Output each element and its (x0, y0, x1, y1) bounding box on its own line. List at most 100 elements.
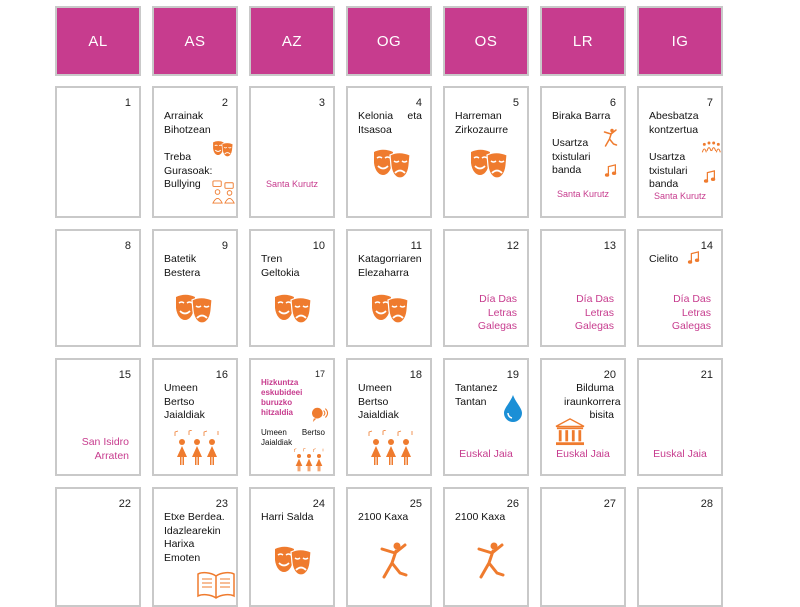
singers-icon (291, 448, 327, 472)
day-number: 8 (124, 240, 131, 252)
theater-masks-icon (372, 148, 412, 180)
event-title[interactable]: Tren Geltokia (261, 253, 300, 279)
day-number: 26 (506, 498, 519, 510)
day-cell-21[interactable]: 21 Euskal Jaia (637, 358, 723, 476)
day-cell-20[interactable]: 20 Bilduma iraunkorrera bisita Euskal Ja… (540, 358, 626, 476)
event-title[interactable]: Umeen Bertso Jaialdiak (261, 428, 325, 447)
day-cell-15[interactable]: 15 San Isidro Arraten (55, 358, 141, 476)
music-note-icon (703, 170, 717, 184)
day-number: 4 (415, 97, 422, 109)
event-title[interactable]: Umeen Bertso Jaialdiak (164, 382, 205, 421)
day-cell-24[interactable]: 24 Harri Salda (249, 487, 335, 607)
music-note-icon (604, 164, 618, 178)
event-title[interactable]: Biraka Barra (552, 110, 611, 122)
day-cell-9[interactable]: 9 Batetik Bestera (152, 229, 238, 347)
theater-masks-icon (273, 293, 313, 325)
event-title[interactable]: Cielito (649, 253, 679, 265)
speaker-icon (311, 406, 329, 422)
day-cell-12[interactable]: 12 Día Das Letras Galegas (443, 229, 529, 347)
day-number: 25 (409, 498, 422, 510)
event-title[interactable]: Kelonia eta Itsasoa (358, 110, 422, 136)
day-number: 6 (609, 97, 616, 109)
water-drop-icon (503, 394, 523, 422)
theater-masks-icon (273, 545, 313, 577)
people-talking-icon (212, 180, 236, 204)
event-title[interactable]: Usartza txistulari banda (649, 151, 688, 190)
singers-icon (366, 430, 416, 466)
event-title[interactable]: Abesbatza kontzertua (649, 110, 699, 136)
book-icon (196, 571, 236, 599)
weekday-header-az: AZ (249, 6, 335, 76)
day-cell-28[interactable]: 28 (637, 487, 723, 607)
day-cell-8[interactable]: 8 (55, 229, 141, 347)
day-number: 1 (124, 97, 131, 109)
event-title[interactable]: Tantanez Tantan (455, 382, 498, 408)
event-title[interactable]: Bilduma iraunkorrera bisita (564, 382, 621, 421)
day-number: 18 (409, 369, 422, 381)
event-title[interactable]: Harri Salda (261, 511, 314, 523)
event-location: Santa Kurutz (556, 189, 610, 199)
event-location: Euskal Jaia (653, 448, 707, 460)
day-number: 16 (215, 369, 228, 381)
choir-icon (701, 140, 721, 154)
day-cell-2[interactable]: 2 Arrainak Bihotzean Treba Gurasoak: Bul… (152, 86, 238, 218)
event-title[interactable]: Batetik Bestera (164, 253, 201, 279)
day-cell-17[interactable]: 17 Hizkuntza eskubideei buruzko hitzaldi… (249, 358, 335, 476)
event-title[interactable]: Treba Gurasoak: Bullying (164, 151, 213, 190)
day-cell-25[interactable]: 25 2100 Kaxa (346, 487, 432, 607)
weekday-header-lr: LR (540, 6, 626, 76)
event-location: Día Das Letras Galegas (671, 293, 711, 332)
day-number: 28 (700, 498, 713, 510)
weekday-header-as: AS (152, 6, 238, 76)
day-number: 9 (221, 240, 228, 252)
event-title[interactable]: Usartza txistulari banda (552, 137, 591, 176)
theater-masks-icon (370, 293, 410, 325)
event-title[interactable]: Etxe Berdea. Idazlearekin Harixa Emoten (164, 511, 225, 564)
day-number: 12 (506, 240, 519, 252)
day-number: 13 (603, 240, 616, 252)
day-cell-23[interactable]: 23 Etxe Berdea. Idazlearekin Harixa Emot… (152, 487, 238, 607)
day-cell-13[interactable]: 13 Día Das Letras Galegas (540, 229, 626, 347)
day-cell-18[interactable]: 18 Umeen Bertso Jaialdiak (346, 358, 432, 476)
event-title[interactable]: 2100 Kaxa (455, 511, 506, 523)
day-number: 2 (221, 97, 228, 109)
day-number: 17 (314, 369, 325, 379)
day-cell-3[interactable]: 3 Santa Kurutz (249, 86, 335, 218)
event-title[interactable]: Arrainak Bihotzean (164, 110, 211, 136)
event-title[interactable]: Umeen Bertso Jaialdiak (358, 382, 399, 421)
event-title[interactable]: Katagorriaren Elezaharra (358, 253, 422, 279)
day-number: 20 (603, 369, 616, 381)
day-number: 10 (312, 240, 325, 252)
day-cell-14[interactable]: 14 Cielito Día Das Letras Galegas (637, 229, 723, 347)
theater-masks-icon (469, 148, 509, 180)
event-location: Euskal Jaia (556, 448, 610, 460)
day-cell-22[interactable]: 22 (55, 487, 141, 607)
singers-icon (172, 430, 222, 466)
day-cell-6[interactable]: 6 Biraka Barra Usartza txistulari banda … (540, 86, 626, 218)
day-cell-1[interactable]: 1 (55, 86, 141, 218)
day-cell-10[interactable]: 10 Tren Geltokia (249, 229, 335, 347)
day-cell-19[interactable]: 19 Tantanez Tantan Euskal Jaia (443, 358, 529, 476)
day-number: 19 (506, 369, 519, 381)
day-cell-16[interactable]: 16 Umeen Bertso Jaialdiak (152, 358, 238, 476)
day-number: 7 (706, 97, 713, 109)
theater-masks-icon (174, 293, 214, 325)
day-number: 5 (512, 97, 519, 109)
day-cell-7[interactable]: 7 Abesbatza kontzertua Usartza txistular… (637, 86, 723, 218)
event-location: Santa Kurutz (653, 191, 707, 201)
day-cell-26[interactable]: 26 2100 Kaxa (443, 487, 529, 607)
day-number: 24 (312, 498, 325, 510)
event-title[interactable]: Harreman Zirkozaurre (455, 110, 509, 136)
event-title[interactable]: 2100 Kaxa (358, 511, 409, 523)
day-cell-5[interactable]: 5 Harreman Zirkozaurre (443, 86, 529, 218)
day-cell-11[interactable]: 11 Katagorriaren Elezaharra (346, 229, 432, 347)
event-title[interactable]: Hizkuntza eskubideei buruzko hitzaldia (261, 378, 303, 417)
day-cell-4[interactable]: 4 Kelonia eta Itsasoa (346, 86, 432, 218)
theater-masks-icon (212, 140, 234, 158)
event-location: Euskal Jaia (459, 448, 513, 460)
day-cell-27[interactable]: 27 (540, 487, 626, 607)
event-location: Día Das Letras Galegas (574, 293, 614, 332)
day-number: 3 (318, 97, 325, 109)
day-number: 14 (700, 240, 713, 252)
dancer-icon (602, 128, 618, 148)
